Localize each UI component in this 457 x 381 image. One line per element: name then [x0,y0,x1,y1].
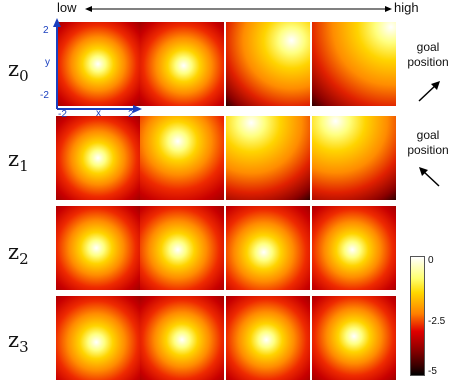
heatmap-z3-level-4 [312,296,396,380]
heatmap-z2-level-2 [140,206,224,290]
x-axis-label: x [96,108,101,119]
goal-position-note-z1: goal position [407,128,449,157]
row-label-z1: z1 [8,147,29,176]
heatmap-z1-level-2 [140,116,224,200]
high-label: high [394,0,419,15]
x-max-tick: 2 [128,109,134,120]
x-min-tick: -2 [58,109,67,120]
low-high-arrow [85,6,392,12]
y-axis-label: y [45,57,50,68]
y-min-tick: -2 [40,90,49,101]
low-label: low [57,0,77,15]
heatmap-z0-level-3 [226,22,310,106]
heatmap-z2-level-1 [56,206,140,290]
colorbar-tick-0: 0 [428,255,434,266]
goal-arrow-up-right-icon [418,81,440,102]
colorbar [410,256,425,376]
colorbar-tick-mid: -2.5 [428,316,446,327]
heatmap-z0-level-1 [56,22,140,106]
heatmap-z3-level-1 [56,296,140,380]
goal-arrow-up-left-icon [419,167,440,187]
goal-position-note-z0: goal position [407,40,449,69]
heatmap-z1-level-1 [56,116,140,200]
heatmap-z2-level-3 [226,206,310,290]
heatmap-z2-level-4 [312,206,396,290]
heatmap-z1-level-4 [312,116,396,200]
heatmap-z0-level-4 [312,22,396,106]
heatmap-z3-level-2 [140,296,224,380]
heatmap-z3-level-3 [226,296,310,380]
row-label-z0: z0 [8,57,29,86]
row-label-z2: z2 [8,240,29,269]
y-max-tick: 2 [43,25,49,36]
colorbar-tick-min: -5 [428,366,437,377]
row-label-z3: z3 [8,328,29,357]
heatmap-z0-level-2 [140,22,224,106]
xy-axes [53,18,142,113]
heatmap-z1-level-3 [226,116,310,200]
